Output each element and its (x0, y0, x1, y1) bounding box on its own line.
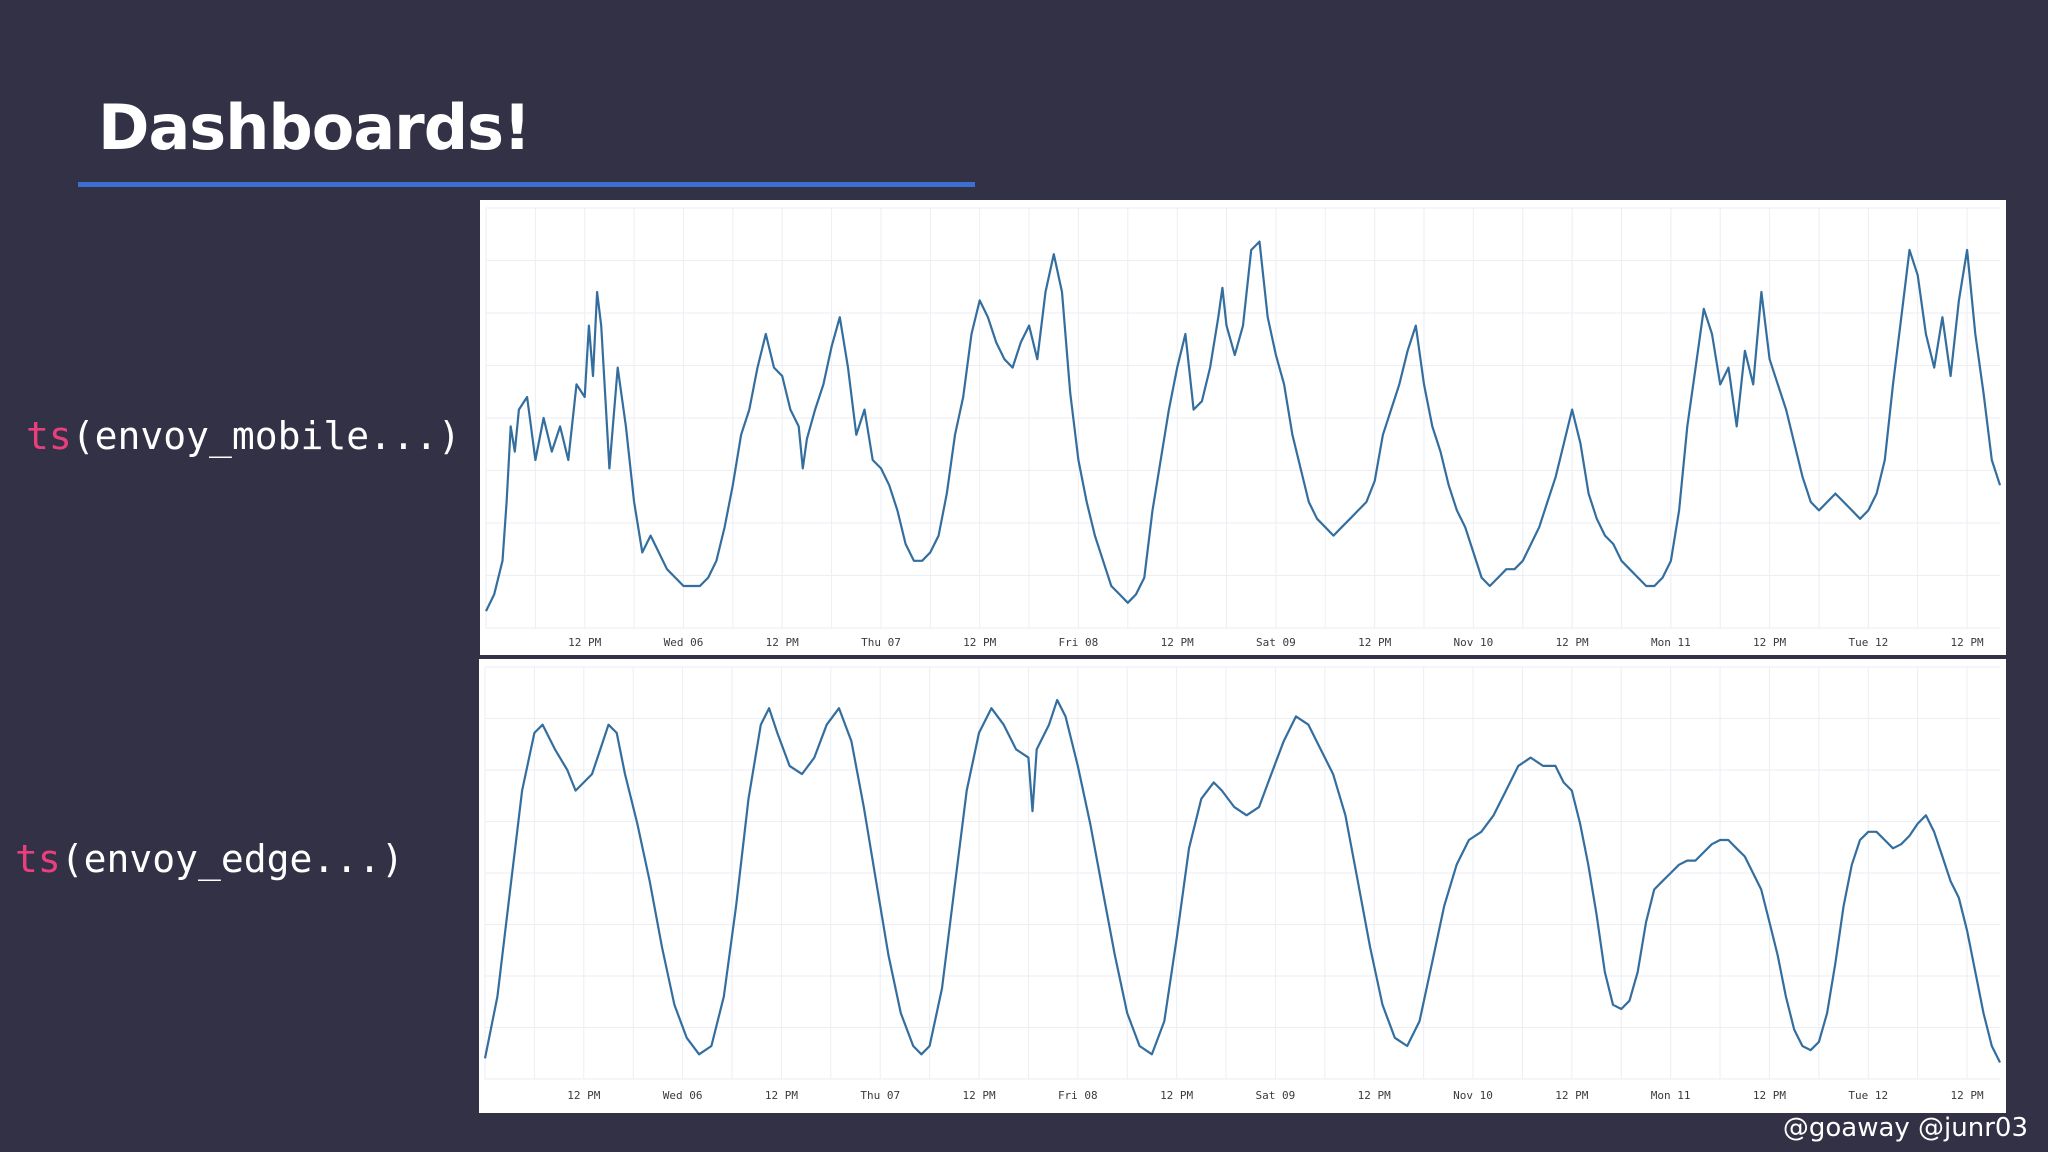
chart-series (483, 698, 2001, 1063)
x-tick-label: Mon 11 (1651, 1089, 1691, 1102)
query-label-envoy-edge: ts(envoy_edge...) (15, 835, 404, 883)
x-tick-label: 12 PM (1951, 636, 1984, 649)
query-arguments: (envoy_edge...) (60, 837, 404, 881)
x-tick-label: 12 PM (963, 636, 996, 649)
chart-grid (485, 207, 2000, 629)
x-tick-label: 12 PM (1753, 636, 1786, 649)
x-axis-ticks: 12 PM Wed 06 12 PM Thu 07 12 PM Fri 08 12 PM Sa… (568, 636, 1984, 649)
x-tick-label: Nov 10 (1453, 1089, 1493, 1102)
x-tick-label: 12 PM (1161, 636, 1194, 649)
x-tick-label: Sat 09 (1256, 636, 1296, 649)
x-tick-label: Mon 11 (1651, 636, 1691, 649)
x-tick-label: 12 PM (1358, 636, 1391, 649)
line-chart-envoy-edge: 12 PM Wed 06 12 PM Thu 07 12 PM Fri 08 12 PM Sa… (483, 666, 2001, 1102)
x-tick-label: Thu 07 (861, 636, 901, 649)
x-tick-label: Thu 07 (860, 1089, 900, 1102)
x-tick-label: Fri 08 (1059, 636, 1099, 649)
x-tick-label: 12 PM (1555, 1089, 1588, 1102)
chart-panel-envoy-edge: 12 PM Wed 06 12 PM Thu 07 12 PM Fri 08 12 PM Sa… (479, 659, 2006, 1113)
x-tick-label: 12 PM (1556, 636, 1589, 649)
x-tick-label: 12 PM (962, 1089, 995, 1102)
x-axis-ticks: 12 PM Wed 06 12 PM Thu 07 12 PM Fri 08 12 PM Sa… (567, 1089, 1984, 1102)
x-tick-label: Wed 06 (663, 1089, 703, 1102)
x-tick-label: 12 PM (1753, 1089, 1786, 1102)
line-chart-envoy-mobile: 12 PM Wed 06 12 PM Thu 07 12 PM Fri 08 12 PM Sa… (485, 207, 2002, 649)
query-label-envoy-mobile: ts(envoy_mobile...) (26, 412, 461, 460)
x-tick-label: Wed 06 (664, 636, 704, 649)
chart-grid (484, 666, 2000, 1080)
x-tick-label: 12 PM (1358, 1089, 1391, 1102)
query-function: ts (15, 837, 61, 881)
query-arguments: (envoy_mobile...) (71, 414, 461, 458)
x-tick-label: 12 PM (765, 1089, 798, 1102)
series-line (483, 698, 2001, 1063)
chart-series (485, 240, 2002, 612)
x-tick-label: Tue 12 (1848, 1089, 1888, 1102)
chart-panel-envoy-mobile: 12 PM Wed 06 12 PM Thu 07 12 PM Fri 08 12 PM Sa… (480, 200, 2006, 655)
x-tick-label: 12 PM (1951, 1089, 1984, 1102)
title-underline (78, 182, 975, 187)
x-tick-label: 12 PM (1160, 1089, 1193, 1102)
series-line (485, 240, 2002, 612)
x-tick-label: 12 PM (567, 1089, 600, 1102)
x-tick-label: Sat 09 (1256, 1089, 1296, 1102)
query-function: ts (26, 414, 72, 458)
x-tick-label: 12 PM (568, 636, 601, 649)
slide-credit: @goaway @junr03 (1782, 1113, 2028, 1143)
x-tick-label: Fri 08 (1058, 1089, 1098, 1102)
x-tick-label: Nov 10 (1454, 636, 1494, 649)
x-tick-label: Tue 12 (1848, 636, 1888, 649)
x-tick-label: 12 PM (766, 636, 799, 649)
slide-title: Dashboards! (98, 91, 531, 164)
